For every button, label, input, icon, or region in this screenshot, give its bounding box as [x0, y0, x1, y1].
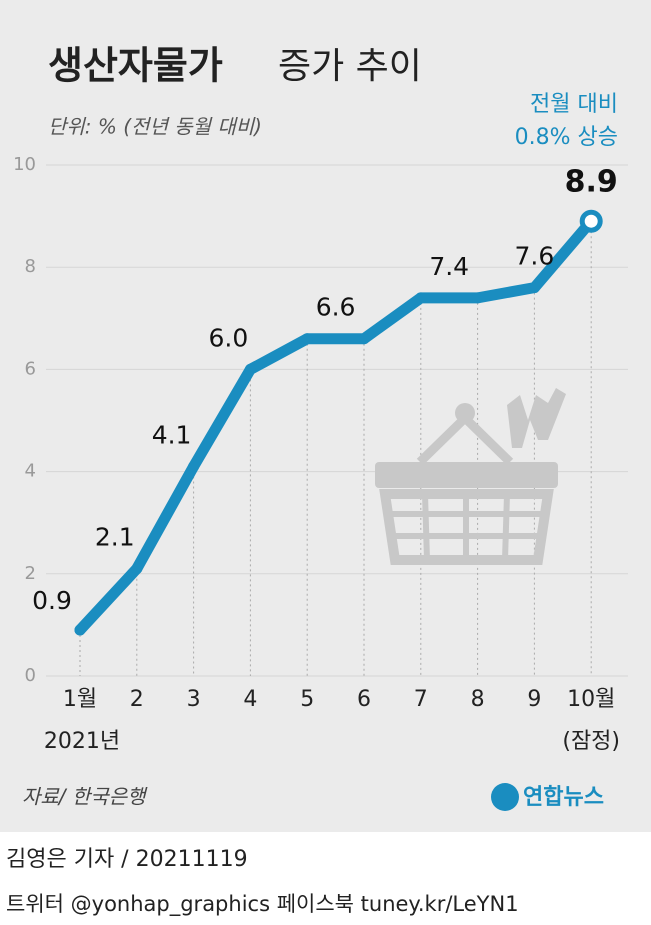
x-tick-label: 8: [471, 687, 485, 712]
value-label: 6.0: [209, 323, 249, 352]
value-label: 0.9: [32, 586, 72, 615]
point: [244, 363, 256, 375]
line: [74, 215, 597, 636]
value-label: 2.1: [95, 523, 135, 552]
x-tick-note: 2021년: [44, 729, 120, 754]
value-label: 4.1: [152, 420, 192, 449]
x-tick-label: 10월: [567, 687, 615, 712]
point: [358, 333, 370, 345]
x-tick-label: 9: [527, 687, 541, 712]
logo-icon: [491, 783, 519, 811]
point: [301, 333, 313, 345]
unit-label: 단위: % (전년 동월 대비): [48, 115, 262, 139]
point: [415, 292, 427, 304]
y-tick-label: 0: [25, 665, 36, 686]
x-tick-label: 7: [414, 687, 428, 712]
annotation: 전월 대비: [530, 92, 618, 117]
x-tick-label: 5: [300, 687, 314, 712]
x-tick-label: 3: [187, 687, 201, 712]
y-tick-label: 2: [25, 563, 36, 584]
value-label: 8.9: [565, 165, 618, 200]
title-rest: 증가 추이: [278, 46, 422, 87]
value-label: 6.6: [316, 293, 356, 322]
x-tick-label: 6: [357, 687, 371, 712]
x-tick-label: 1월: [63, 687, 97, 712]
x-tick-note: (잠정): [562, 729, 620, 754]
y-tick-label: 8: [25, 256, 36, 277]
y-tick-label: 10: [13, 154, 36, 175]
value-label: 7.4: [429, 252, 469, 281]
y-tick-label: 6: [25, 358, 36, 379]
byline: 김영은 기자 / 20211119: [6, 847, 248, 872]
point: [528, 282, 540, 294]
point: [472, 292, 484, 304]
annotation: 0.8% 상승: [515, 125, 618, 150]
title-bold: 생산자물가: [48, 44, 223, 88]
logo: 연합뉴스: [523, 784, 604, 810]
basket-icon: [375, 388, 566, 565]
point: [188, 460, 200, 472]
value-label: 7.6: [515, 242, 555, 271]
x-tick-label: 2: [130, 687, 144, 712]
y-tick-label: 4: [25, 461, 36, 482]
point: [579, 209, 603, 233]
source: 자료/ 한국은행: [22, 785, 148, 809]
point: [131, 563, 143, 575]
point: [74, 624, 86, 636]
x-tick-label: 4: [243, 687, 257, 712]
social: 트위터 @yonhap_graphics 페이스북 tuney.kr/LeYN1: [6, 892, 519, 917]
